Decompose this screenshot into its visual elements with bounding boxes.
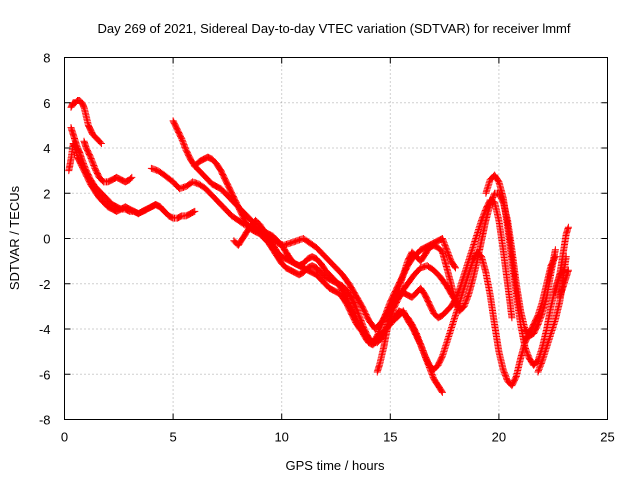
y-tick-label: 6	[43, 96, 50, 111]
x-axis-label: GPS time / hours	[286, 458, 385, 473]
y-tick-label: -2	[39, 277, 51, 292]
series-arc-7	[191, 154, 459, 347]
y-tick-label: -4	[39, 322, 51, 337]
y-axis-label: SDTVAR / TECUs	[7, 185, 22, 290]
y-tick-label: 2	[43, 186, 50, 201]
x-tick-label: 5	[169, 430, 176, 445]
x-tick-label: 0	[61, 430, 68, 445]
plot-frame	[65, 58, 608, 420]
chart: Day 269 of 2021, Sidereal Day-to-day VTE…	[0, 0, 640, 480]
chart-title: Day 269 of 2021, Sidereal Day-to-day VTE…	[98, 21, 571, 36]
series-arc-5	[148, 165, 463, 333]
y-tick-label: 8	[43, 51, 50, 66]
y-tick-label: -8	[39, 413, 51, 428]
y-tick-label: 4	[43, 141, 50, 156]
x-tick-label: 20	[492, 430, 506, 445]
y-tick-label: -6	[39, 367, 51, 382]
data-point-marks	[191, 154, 459, 347]
x-tick-label: 15	[383, 430, 397, 445]
axis-ticks: 0 5 10 15 20 25 -8 -6 -4 -2 0 2 4 6 8	[39, 51, 615, 445]
x-tick-label: 25	[600, 430, 614, 445]
gridlines	[65, 58, 608, 420]
y-tick-label: 0	[43, 232, 50, 247]
data-marks	[65, 97, 572, 396]
x-tick-label: 10	[274, 430, 288, 445]
data-point-marks	[148, 165, 463, 333]
